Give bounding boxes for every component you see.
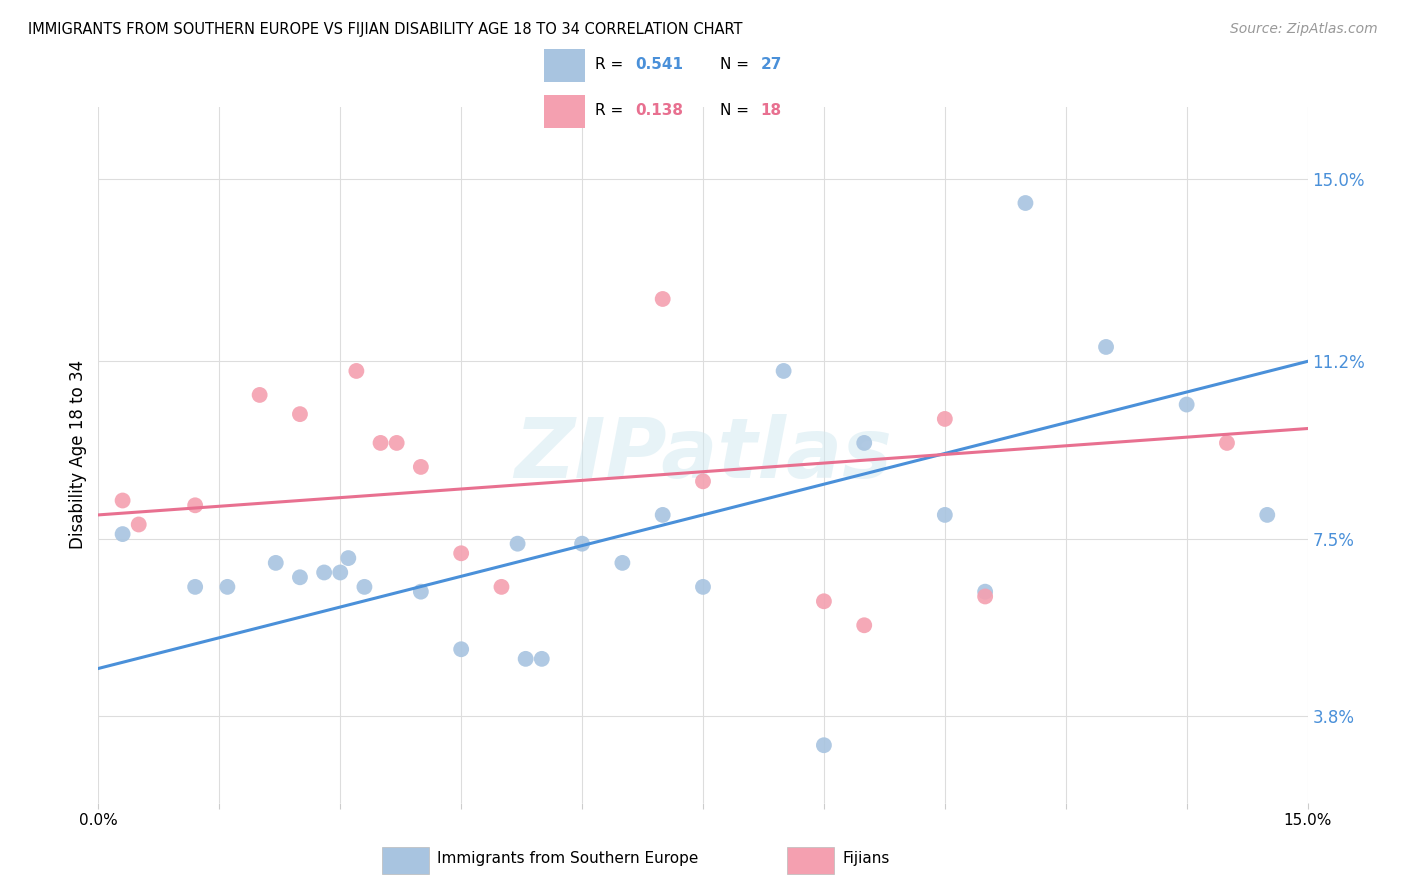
Text: IMMIGRANTS FROM SOUTHERN EUROPE VS FIJIAN DISABILITY AGE 18 TO 34 CORRELATION CH: IMMIGRANTS FROM SOUTHERN EUROPE VS FIJIA…	[28, 22, 742, 37]
Point	[385, 436, 408, 450]
Text: N =: N =	[720, 103, 754, 118]
Point	[813, 594, 835, 608]
Point	[409, 584, 432, 599]
Point	[288, 570, 311, 584]
Point	[612, 556, 634, 570]
Point	[853, 436, 876, 450]
Point	[571, 537, 593, 551]
Point	[651, 292, 673, 306]
Point	[264, 556, 287, 570]
Text: Source: ZipAtlas.com: Source: ZipAtlas.com	[1230, 22, 1378, 37]
Point	[515, 652, 537, 666]
Point	[934, 508, 956, 522]
Text: R =: R =	[595, 57, 628, 72]
Point	[111, 493, 134, 508]
Text: 0.541: 0.541	[636, 57, 683, 72]
Point	[1175, 398, 1198, 412]
Point	[111, 527, 134, 541]
Text: Fijians: Fijians	[842, 851, 890, 866]
Point	[184, 580, 207, 594]
Point	[128, 517, 150, 532]
Point	[530, 652, 553, 666]
Point	[1216, 436, 1239, 450]
Point	[506, 537, 529, 551]
Text: N =: N =	[720, 57, 754, 72]
Point	[409, 459, 432, 474]
Point	[184, 498, 207, 512]
Point	[692, 580, 714, 594]
Point	[772, 364, 794, 378]
Point	[491, 580, 513, 594]
Point	[329, 566, 352, 580]
Point	[353, 580, 375, 594]
FancyBboxPatch shape	[787, 847, 834, 874]
Point	[974, 590, 997, 604]
FancyBboxPatch shape	[544, 95, 585, 128]
Point	[249, 388, 271, 402]
Point	[974, 584, 997, 599]
Point	[450, 546, 472, 560]
Text: 18: 18	[761, 103, 782, 118]
Text: R =: R =	[595, 103, 628, 118]
FancyBboxPatch shape	[382, 847, 429, 874]
Point	[450, 642, 472, 657]
Text: 27: 27	[761, 57, 782, 72]
Y-axis label: Disability Age 18 to 34: Disability Age 18 to 34	[69, 360, 87, 549]
Point	[692, 475, 714, 489]
FancyBboxPatch shape	[544, 49, 585, 82]
Text: Immigrants from Southern Europe: Immigrants from Southern Europe	[437, 851, 699, 866]
Point	[370, 436, 392, 450]
Point	[337, 551, 360, 566]
Point	[1256, 508, 1278, 522]
Point	[1014, 196, 1036, 211]
Point	[314, 566, 336, 580]
Point	[934, 412, 956, 426]
Point	[853, 618, 876, 632]
Text: 0.138: 0.138	[636, 103, 683, 118]
Point	[344, 364, 367, 378]
Point	[1095, 340, 1118, 354]
Text: ZIPatlas: ZIPatlas	[515, 415, 891, 495]
Point	[813, 738, 835, 752]
Point	[217, 580, 239, 594]
Point	[651, 508, 673, 522]
Point	[288, 407, 311, 421]
